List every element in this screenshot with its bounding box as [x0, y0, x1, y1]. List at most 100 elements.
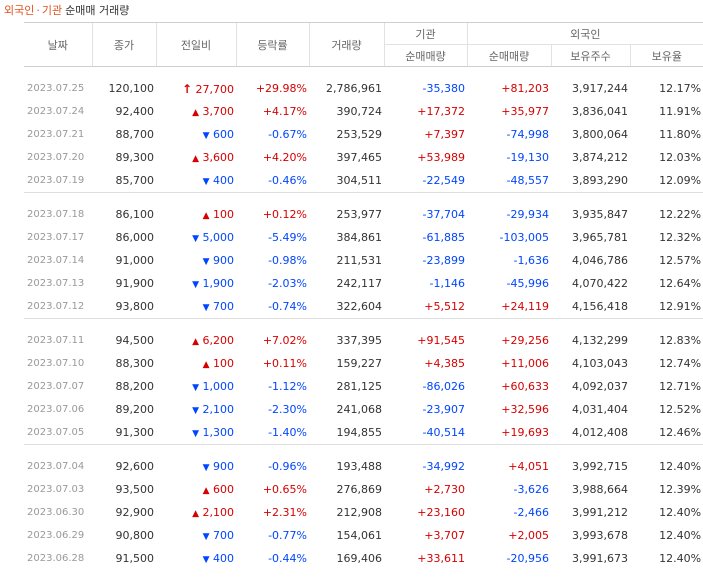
cell-ratio: 12.64% — [659, 277, 702, 290]
cell-holdings: 4,012,408 — [572, 426, 628, 439]
up-triangle-icon: ▲ — [202, 211, 210, 221]
cell-volume: 337,395 — [336, 334, 383, 347]
cell-holdings: 3,800,064 — [572, 128, 628, 141]
cell-holdings: 3,917,244 — [572, 82, 628, 95]
cell-close: 92,900 — [115, 506, 155, 519]
down-triangle-icon: ▼ — [202, 177, 210, 187]
down-triangle-icon: ▼ — [202, 303, 210, 313]
cell-ratio: 12.71% — [659, 380, 702, 393]
cell-date: 2023.07.06 — [27, 404, 85, 415]
cell-ratio: 11.80% — [659, 128, 702, 141]
cell-foreign-net: +11,006 — [501, 357, 549, 370]
cell-date: 2023.07.19 — [27, 175, 85, 186]
cell-rate: +4.20% — [262, 151, 307, 164]
table-row: 2023.07.18 86,100 ▲ 100 +0.12% 253,977 -37,70… — [24, 203, 703, 226]
cell-holdings: 3,988,664 — [572, 483, 628, 496]
caption-rest: 순매매 거래량 — [65, 4, 130, 17]
table-row: 2023.07.14 91,000 ▼ 900 -0.98% 211,531 -23,89… — [24, 249, 703, 272]
cell-change: ▼ 700 — [156, 295, 236, 319]
cell-volume: 241,068 — [336, 403, 383, 416]
cell-institution-net: -1,146 — [429, 277, 465, 290]
table-row: 2023.07.19 85,700 ▼ 400 -0.46% 304,511 -22,54… — [24, 169, 703, 193]
cell-volume: 390,724 — [336, 105, 383, 118]
cell-ratio: 12.83% — [659, 334, 702, 347]
down-triangle-icon: ▼ — [192, 234, 199, 244]
table-row: 2023.07.05 91,300 ▼ 1,300 -1.40% 194,855 -40,… — [24, 421, 703, 445]
cell-foreign-net: +4,051 — [508, 460, 549, 473]
cell-volume: 159,227 — [336, 357, 383, 370]
cell-close: 89,200 — [115, 403, 155, 416]
cell-rate: +7.02% — [262, 334, 307, 347]
table-row: 2023.07.24 92,400 ▲ 3,700 +4.17% 390,724 +17,… — [24, 100, 703, 123]
group-divider — [24, 444, 703, 455]
cell-change: ▲ 600 — [156, 478, 236, 501]
cell-date: 2023.07.17 — [27, 232, 85, 243]
cell-ratio: 12.52% — [659, 403, 702, 416]
divider-cell — [24, 67, 703, 78]
cell-ratio: 11.91% — [659, 105, 702, 118]
table-row: 2023.07.03 93,500 ▲ 600 +0.65% 276,869 +2,730… — [24, 478, 703, 501]
cell-foreign-net: +32,596 — [501, 403, 549, 416]
cell-close: 90,800 — [115, 529, 155, 542]
cell-holdings: 3,965,781 — [572, 231, 628, 244]
cell-ratio: 12.91% — [659, 300, 702, 313]
table-body: 2023.07.25 120,100 ↑ 27,700 +29.98% 2,786,96… — [24, 67, 703, 571]
change-value: 5,000 — [202, 231, 235, 244]
caption-institution: 기관 — [41, 4, 63, 17]
table-row: 2023.07.13 91,900 ▼ 1,900 -2.03% 242,117 -1,1… — [24, 272, 703, 295]
cell-holdings: 4,132,299 — [572, 334, 628, 347]
cell-ratio: 12.40% — [659, 552, 702, 565]
cell-holdings: 3,836,041 — [572, 105, 628, 118]
cell-rate: -0.77% — [268, 529, 307, 542]
cell-close: 86,100 — [115, 208, 155, 221]
cell-rate: +4.17% — [262, 105, 307, 118]
cell-institution-net: +33,611 — [417, 552, 465, 565]
down-triangle-icon: ▼ — [202, 131, 210, 141]
table-row: 2023.07.04 92,600 ▼ 900 -0.96% 193,488 -34,99… — [24, 455, 703, 478]
cell-change: ▼ 5,000 — [156, 226, 236, 249]
up-triangle-icon: ▲ — [192, 108, 199, 118]
table-row: 2023.06.28 91,500 ▼ 400 -0.44% 169,406 +33,61… — [24, 547, 703, 570]
cell-foreign-net: +2,005 — [508, 529, 549, 542]
cell-foreign-net: +60,633 — [501, 380, 549, 393]
cell-ratio: 12.40% — [659, 506, 702, 519]
cell-close: 92,600 — [115, 460, 155, 473]
cell-rate: -2.30% — [268, 403, 307, 416]
cell-close: 88,200 — [115, 380, 155, 393]
cell-ratio: 12.74% — [659, 357, 702, 370]
cell-institution-net: -34,992 — [422, 460, 465, 473]
cell-foreign-net: -29,934 — [506, 208, 549, 221]
header-change: 전일비 — [155, 22, 236, 67]
cell-close: 88,700 — [115, 128, 155, 141]
cell-date: 2023.07.05 — [27, 427, 85, 438]
cell-volume: 276,869 — [336, 483, 383, 496]
change-value: 400 — [213, 552, 234, 565]
cell-holdings: 3,993,678 — [572, 529, 628, 542]
up-triangle-icon: ▲ — [192, 337, 199, 347]
cell-change: ▲ 2,100 — [156, 501, 236, 524]
header-close: 종가 — [91, 22, 156, 67]
header-date: 날짜 — [24, 22, 92, 67]
header-foreign-group: 외국인 — [466, 22, 703, 45]
cell-ratio: 12.46% — [659, 426, 702, 439]
down-triangle-icon: ▼ — [192, 406, 199, 416]
cell-rate: -1.40% — [268, 426, 307, 439]
change-value: 100 — [213, 208, 234, 221]
cell-date: 2023.07.13 — [27, 278, 85, 289]
cell-date: 2023.07.14 — [27, 255, 85, 266]
cell-volume: 281,125 — [336, 380, 383, 393]
cell-foreign-net: -74,998 — [506, 128, 549, 141]
cell-holdings: 4,156,418 — [572, 300, 628, 313]
cell-institution-net: -35,380 — [422, 82, 465, 95]
cell-date: 2023.07.12 — [27, 301, 85, 312]
cell-volume: 194,855 — [336, 426, 383, 439]
cell-foreign-net: -19,130 — [506, 151, 549, 164]
up-triangle-icon: ▲ — [192, 509, 199, 519]
cell-foreign-net: -48,557 — [506, 174, 549, 187]
up-triangle-icon: ▲ — [192, 154, 199, 164]
change-value: 3,600 — [202, 151, 235, 164]
change-value: 6,200 — [202, 334, 235, 347]
cell-close: 88,300 — [115, 357, 155, 370]
table-row: 2023.07.06 89,200 ▼ 2,100 -2.30% 241,068 -23,… — [24, 398, 703, 421]
cell-date: 2023.07.20 — [27, 152, 85, 163]
